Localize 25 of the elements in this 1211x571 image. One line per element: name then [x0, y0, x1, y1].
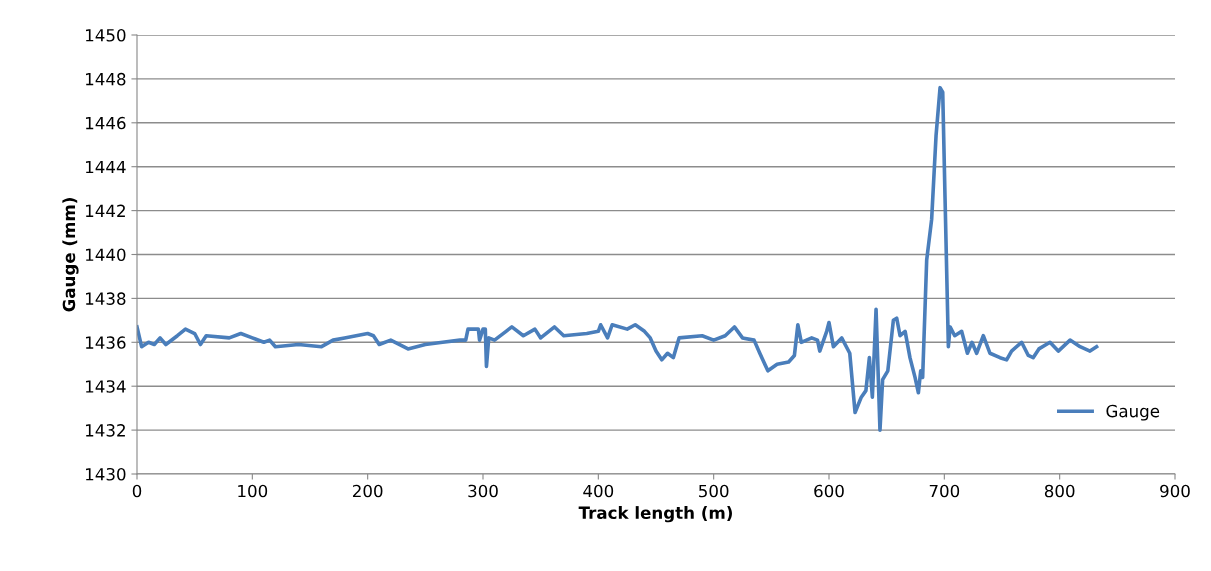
y-tick-label: 1444 [86, 160, 126, 174]
y-axis-title: Gauge (mm) [62, 198, 79, 312]
x-tick-label: 200 [352, 484, 383, 498]
x-tick-label: 800 [1044, 484, 1075, 498]
y-tick-label: 1432 [86, 424, 125, 437]
x-tick-label: 100 [238, 484, 268, 498]
y-tick-label: 1446 [86, 116, 126, 130]
x-axis-title: Track length (m) [578, 506, 732, 523]
x-tick-label: 600 [814, 484, 844, 498]
y-tick-label: 1438 [86, 292, 126, 305]
x-tick-label: 400 [583, 484, 614, 498]
y-tick-label: 1436 [86, 336, 126, 349]
x-tick-label: 900 [1160, 484, 1190, 498]
line-series [137, 85, 1099, 432]
y-tick-label: 1440 [86, 248, 126, 262]
x-tick-label: 0 [132, 484, 142, 498]
legend-label: Gauge [1106, 404, 1160, 421]
y-tick-label: 1434 [86, 380, 126, 393]
x-tick-label: 700 [929, 484, 960, 498]
y-tick-label: 1430 [86, 467, 126, 481]
y-tick-label: 1442 [86, 204, 125, 217]
x-tick-label: 500 [699, 484, 729, 498]
y-tick-label: 1450 [86, 28, 126, 42]
x-tick-label: 300 [468, 484, 498, 498]
y-tick-label: 1448 [86, 72, 126, 86]
